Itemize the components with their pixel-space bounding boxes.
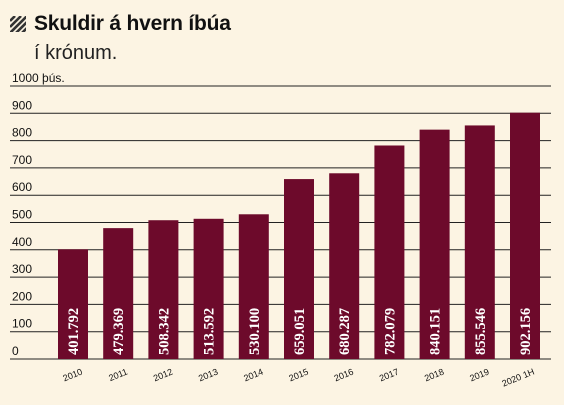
- bar: [193, 218, 224, 359]
- x-tick-label: 2019: [468, 367, 490, 384]
- bar-value-label: 513.592: [202, 308, 218, 355]
- x-tick-label: 2012: [152, 367, 174, 384]
- x-tick-label: 2011: [107, 367, 129, 384]
- bar: [148, 220, 179, 359]
- x-tick-label: 2013: [197, 367, 219, 384]
- gridlines: [10, 85, 551, 360]
- y-tick-label: 100: [12, 317, 32, 331]
- bar-value-label: 401.792: [66, 308, 82, 355]
- chart-title: Skuldir á hvern íbúa: [34, 12, 231, 35]
- bar: [510, 112, 540, 359]
- bar: [374, 145, 405, 359]
- y-tick-label: 500: [12, 208, 32, 222]
- bar-value-label: 902.156: [518, 308, 534, 355]
- y-tick-label: 800: [12, 126, 32, 140]
- x-tick-label: 2017: [378, 367, 400, 384]
- y-tick-label: 900: [12, 98, 32, 112]
- x-tick-label: 2015: [287, 367, 309, 384]
- bar: [419, 129, 450, 359]
- bar-value-label: 479.369: [111, 308, 127, 355]
- chart-subtitle: í krónum.: [34, 42, 118, 64]
- y-tick-label: 200: [12, 289, 32, 303]
- y-axis-tick-labels: 0 100 200 300 400 500 600 700 800 900 1000 þús.: [12, 71, 65, 358]
- bar-value-label: 530.100: [247, 308, 263, 355]
- y-tick-label: 300: [12, 262, 32, 276]
- x-axis-category-labels: 2010 2011 2012 2013 2014 2015 2016 2017 2018 2019…: [61, 367, 535, 389]
- x-tick-label: 2018: [423, 367, 445, 384]
- bars: [58, 112, 540, 359]
- bar: [58, 249, 88, 359]
- bar: [238, 214, 269, 359]
- y-tick-label: 400: [12, 235, 32, 249]
- bar: [103, 228, 134, 359]
- y-tick-label: 1000 þús.: [12, 71, 65, 85]
- y-tick-label: 600: [12, 180, 32, 194]
- x-tick-label: 2014: [242, 367, 264, 384]
- bar-value-label: 680.287: [337, 308, 353, 355]
- y-tick-label: 700: [12, 153, 32, 167]
- bar-value-label: 659.051: [292, 308, 308, 355]
- x-tick-label: 2016: [333, 367, 355, 384]
- bar: [329, 173, 360, 359]
- bar-value-label: 855.546: [473, 308, 489, 355]
- x-tick-label: 2020 1H: [500, 367, 535, 389]
- bar: [284, 179, 314, 359]
- bar-value-label: 782.079: [382, 308, 398, 355]
- bar-value-label: 840.151: [428, 308, 444, 355]
- value-labels: 401.792 479.369 508.342 513.592 530.100 659.0…: [66, 308, 534, 355]
- y-tick-label: 0: [12, 344, 19, 358]
- bar-value-label: 508.342: [156, 308, 172, 355]
- bar: [464, 125, 495, 359]
- x-tick-label: 2010: [61, 367, 83, 384]
- diagonal-hatch-icon: [10, 16, 26, 32]
